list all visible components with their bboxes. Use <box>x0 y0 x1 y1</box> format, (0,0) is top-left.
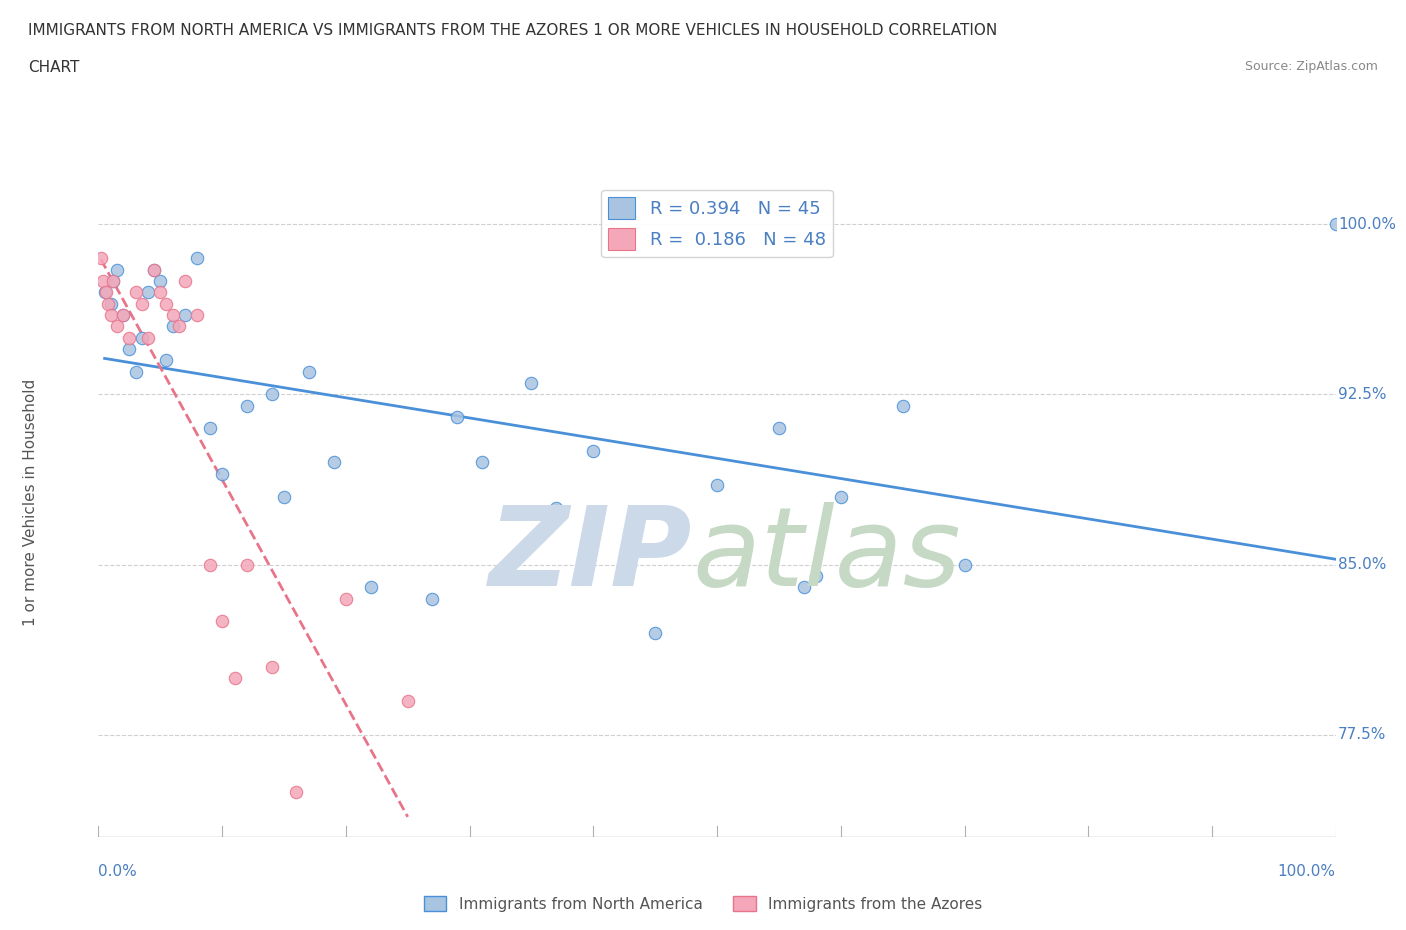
Legend: R = 0.394   N = 45, R =  0.186   N = 48: R = 0.394 N = 45, R = 0.186 N = 48 <box>602 190 832 258</box>
Point <box>285 784 308 799</box>
Point <box>422 591 444 606</box>
Point <box>143 262 166 277</box>
Point <box>273 489 295 504</box>
Point <box>520 376 543 391</box>
Point <box>155 296 177 311</box>
Point <box>768 421 790 436</box>
Point <box>186 308 208 323</box>
Point <box>582 444 605 458</box>
Point <box>186 251 208 266</box>
Point <box>260 659 283 674</box>
Point <box>136 330 159 345</box>
Point <box>100 308 122 323</box>
Point <box>1324 217 1347 232</box>
Point <box>124 285 146 299</box>
Point <box>105 262 128 277</box>
Point <box>706 478 728 493</box>
Text: 100.0%: 100.0% <box>1339 217 1396 232</box>
Point <box>103 273 125 288</box>
Point <box>644 625 666 640</box>
Text: 0.0%: 0.0% <box>98 864 138 879</box>
Point <box>236 398 259 413</box>
Point <box>103 273 125 288</box>
Point <box>93 273 115 288</box>
Point <box>298 365 321 379</box>
Text: ZIP: ZIP <box>489 502 692 609</box>
Point <box>360 580 382 595</box>
Point <box>174 273 197 288</box>
Point <box>93 285 115 299</box>
Point <box>167 319 190 334</box>
Text: 92.5%: 92.5% <box>1339 387 1386 402</box>
Text: CHART: CHART <box>28 60 80 75</box>
Point <box>155 352 177 367</box>
Point <box>198 557 221 572</box>
Point <box>131 330 153 345</box>
Point <box>236 557 259 572</box>
Text: 100.0%: 100.0% <box>1278 864 1336 879</box>
Point <box>118 330 141 345</box>
Point <box>136 285 159 299</box>
Point <box>97 296 120 311</box>
Text: Source: ZipAtlas.com: Source: ZipAtlas.com <box>1244 60 1378 73</box>
Point <box>335 591 357 606</box>
Point <box>322 455 344 470</box>
Point <box>112 308 135 323</box>
Legend: Immigrants from North America, Immigrants from the Azores: Immigrants from North America, Immigrant… <box>418 889 988 918</box>
Text: 85.0%: 85.0% <box>1339 557 1386 572</box>
Point <box>149 273 172 288</box>
Point <box>198 421 221 436</box>
Text: 1 or more Vehicles in Household: 1 or more Vehicles in Household <box>22 379 38 626</box>
Point <box>131 296 153 311</box>
Text: 77.5%: 77.5% <box>1339 727 1386 742</box>
Point <box>143 262 166 277</box>
Point <box>396 694 419 709</box>
Point <box>211 466 233 481</box>
Point <box>124 365 146 379</box>
Point <box>260 387 283 402</box>
Point <box>471 455 494 470</box>
Point <box>118 341 141 356</box>
Point <box>211 614 233 629</box>
Point <box>174 308 197 323</box>
Point <box>830 489 852 504</box>
Point <box>224 671 246 685</box>
Point <box>100 296 122 311</box>
Text: atlas: atlas <box>692 502 960 609</box>
Point <box>446 409 468 424</box>
Point <box>953 557 976 572</box>
Point <box>793 580 815 595</box>
Point <box>90 251 112 266</box>
Point <box>94 285 117 299</box>
Point <box>162 308 184 323</box>
Point <box>891 398 914 413</box>
Point <box>112 308 135 323</box>
Point <box>546 500 568 515</box>
Point <box>105 319 128 334</box>
Point <box>149 285 172 299</box>
Text: IMMIGRANTS FROM NORTH AMERICA VS IMMIGRANTS FROM THE AZORES 1 OR MORE VEHICLES I: IMMIGRANTS FROM NORTH AMERICA VS IMMIGRA… <box>28 23 997 38</box>
Point <box>804 568 827 583</box>
Point <box>162 319 184 334</box>
